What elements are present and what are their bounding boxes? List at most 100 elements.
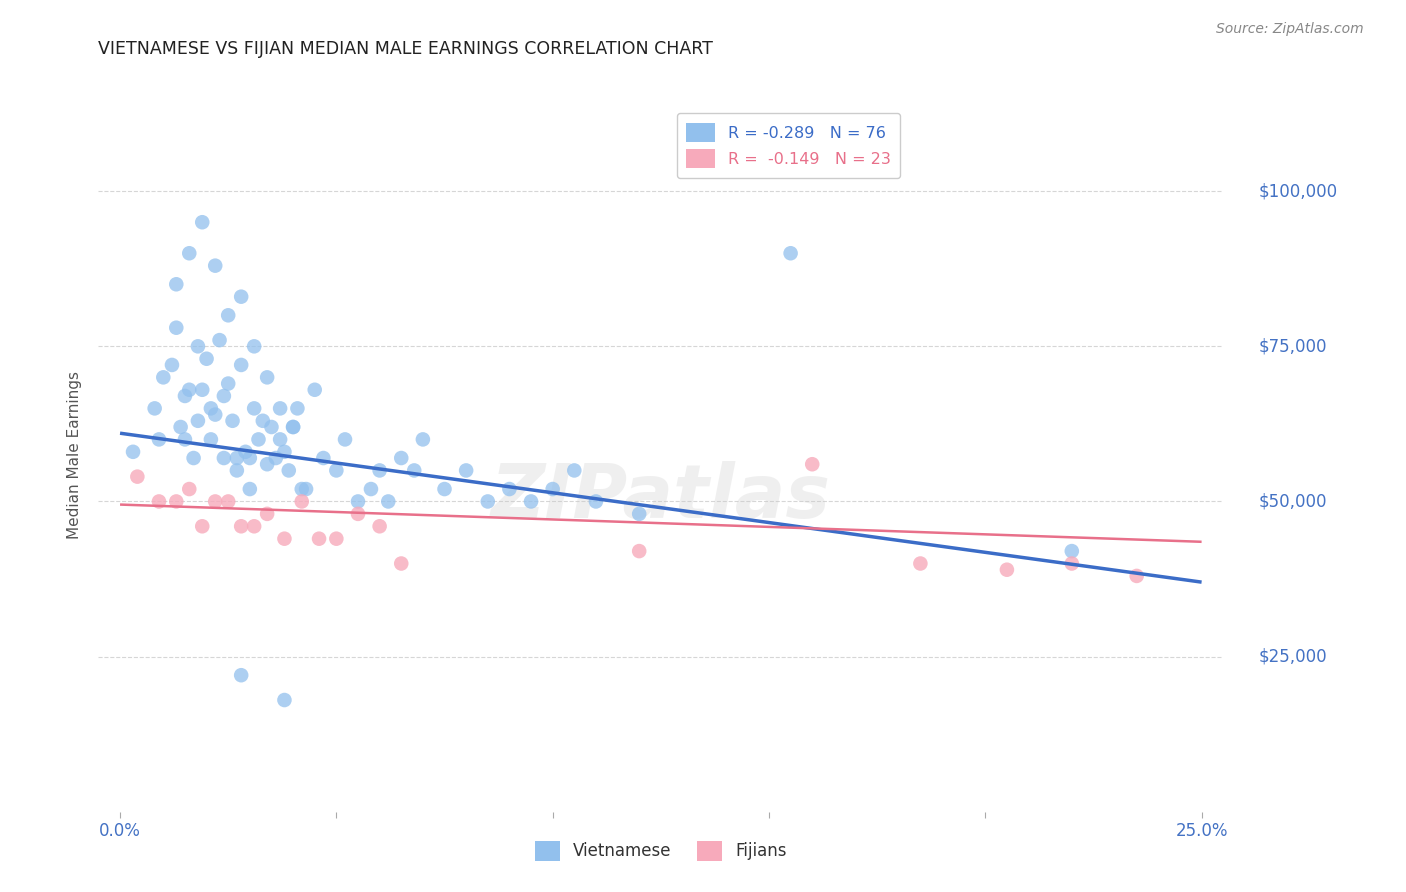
Point [368,519,391,533]
Point [347,507,370,521]
Point [281,420,304,434]
Point [433,482,456,496]
Point [225,450,247,465]
Point [779,246,801,260]
Point [243,401,266,416]
Point [273,445,295,459]
Point [179,482,201,496]
Point [231,519,253,533]
Point [169,420,191,434]
Point [217,494,239,508]
Point [217,376,239,391]
Point [179,383,201,397]
Point [801,457,824,471]
Point [231,358,253,372]
Point [191,383,214,397]
Text: Source: ZipAtlas.com: Source: ZipAtlas.com [1216,22,1364,37]
Point [910,557,932,571]
Point [256,457,278,471]
Point [217,308,239,322]
Point [160,358,183,372]
Point [304,383,326,397]
Point [1060,544,1083,558]
Point [195,351,218,366]
Point [235,445,257,459]
Point [179,246,201,260]
Point [273,532,295,546]
Point [165,494,187,508]
Point [1125,569,1147,583]
Point [231,290,253,304]
Point [456,463,478,477]
Point [628,507,651,521]
Point [281,420,304,434]
Point [165,320,187,334]
Point [225,463,247,477]
Text: $50,000: $50,000 [1258,492,1327,510]
Point [191,519,214,533]
Point [165,277,187,292]
Point [247,433,270,447]
Point [389,557,412,571]
Point [585,494,607,508]
Point [127,469,149,483]
Point [239,450,262,465]
Point [287,401,309,416]
Point [243,519,266,533]
Text: $100,000: $100,000 [1258,182,1337,200]
Point [200,401,222,416]
Point [1060,557,1083,571]
Point [498,482,520,496]
Point [148,433,170,447]
Point [295,482,318,496]
Point [174,389,197,403]
Point [187,414,209,428]
Point [628,544,651,558]
Point [212,450,235,465]
Point [541,482,564,496]
Point [204,408,226,422]
Point [148,494,170,508]
Point [152,370,174,384]
Point [308,532,330,546]
Point [368,463,391,477]
Point [239,482,262,496]
Point [143,401,166,416]
Point [256,370,278,384]
Point [291,494,314,508]
Point [520,494,543,508]
Point [377,494,399,508]
Point [277,463,299,477]
Text: VIETNAMESE VS FIJIAN MEDIAN MALE EARNINGS CORRELATION CHART: VIETNAMESE VS FIJIAN MEDIAN MALE EARNING… [98,40,713,58]
Point [273,693,295,707]
Point [200,433,222,447]
Point [312,450,335,465]
Point [333,433,356,447]
Point [252,414,274,428]
Y-axis label: Median Male Earnings: Median Male Earnings [67,371,83,539]
Point [231,668,253,682]
Point [995,563,1018,577]
Point [291,482,314,496]
Point [208,333,231,347]
Text: $25,000: $25,000 [1258,648,1327,665]
Point [269,433,291,447]
Point [412,433,434,447]
Point [562,463,585,477]
Point [212,389,235,403]
Point [204,259,226,273]
Point [243,339,266,353]
Point [269,401,291,416]
Point [389,450,412,465]
Point [221,414,243,428]
Point [347,494,370,508]
Point [174,433,197,447]
Point [404,463,426,477]
Point [477,494,499,508]
Text: ZIPatlas: ZIPatlas [491,461,831,534]
Point [325,532,347,546]
Point [122,445,145,459]
Point [191,215,214,229]
Point [256,507,278,521]
Legend: Vietnamese, Fijians: Vietnamese, Fijians [529,834,793,868]
